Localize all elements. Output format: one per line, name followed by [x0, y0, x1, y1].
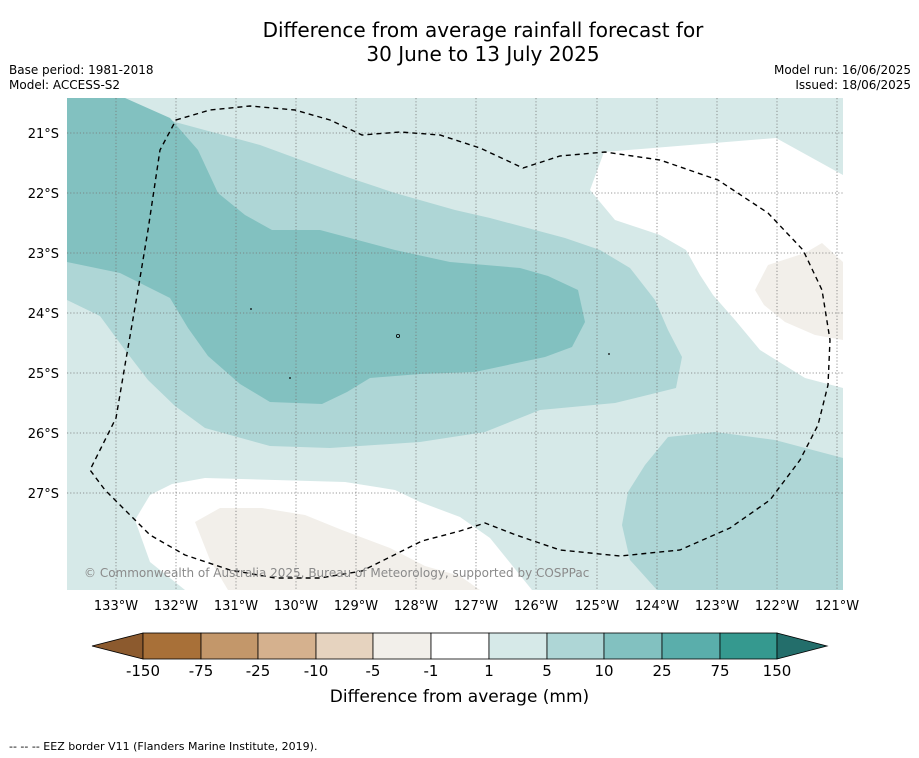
colorbar-segment — [546, 632, 605, 660]
meta-right: Model run: 16/06/2025 Issued: 18/06/2025 — [774, 63, 911, 93]
colorbar: -150 -75 -25 -10 -5 -1 1 5 10 25 75 150 — [91, 632, 829, 680]
island-marker — [289, 377, 291, 379]
colorbar-segment — [142, 632, 202, 660]
lon-label: 133°W — [94, 599, 138, 614]
lon-label: 127°W — [454, 599, 498, 614]
longitude-labels: 133°W 132°W 131°W 130°W 129°W 128°W 127°… — [94, 599, 859, 614]
copyright-text: © Commonwealth of Australia 2025, Bureau… — [84, 566, 589, 580]
issued-date: Issued: 18/06/2025 — [795, 78, 911, 92]
colorbar-segment — [315, 632, 374, 660]
lon-label: 131°W — [214, 599, 258, 614]
contour-wetter-10-25 — [67, 98, 585, 404]
colorbar-arrow-left — [91, 632, 144, 660]
eez-footnote: -- -- -- EEZ border V11 (Flanders Marine… — [9, 740, 318, 753]
colorbar-tick-label: 150 — [763, 662, 792, 680]
colorbar-arrow-right — [776, 632, 829, 660]
latitude-labels: 21°S 22°S 23°S 24°S 25°S 26°S 27°S — [28, 127, 59, 502]
colorbar-tick-label: 25 — [652, 662, 671, 680]
island-marker — [395, 333, 400, 338]
colorbar-segment — [488, 632, 548, 660]
island-marker — [608, 353, 610, 355]
colorbar-tick-label: 10 — [594, 662, 613, 680]
title-line-1: Difference from average rainfall forecas… — [262, 18, 704, 42]
lat-label: 25°S — [28, 367, 59, 382]
lat-label: 24°S — [28, 307, 59, 322]
model-name: Model: ACCESS-S2 — [9, 78, 121, 92]
model-run: Model run: 16/06/2025 — [773, 63, 911, 77]
contour-drier-sw — [195, 508, 480, 590]
colorbar-title: Difference from average (mm) — [329, 687, 590, 707]
lon-label: 121°W — [815, 599, 859, 614]
meta-left: Base period: 1981-2018 Model: ACCESS-S2 — [9, 63, 154, 93]
colorbar-segment — [372, 632, 432, 660]
colorbar-segment — [430, 632, 490, 660]
lat-label: 26°S — [28, 427, 59, 442]
lon-label: 132°W — [154, 599, 198, 614]
colorbar-tick-label: 1 — [484, 662, 494, 680]
lon-label: 128°W — [394, 599, 438, 614]
contour-near-average-ne — [590, 138, 843, 388]
lon-label: 122°W — [755, 599, 799, 614]
colorbar-tick-label: 75 — [710, 662, 729, 680]
base-period: Base period: 1981-2018 — [9, 63, 154, 77]
colorbar-segment — [661, 632, 721, 660]
colorbar-segment — [200, 632, 259, 660]
eez-border — [89, 105, 831, 579]
colorbar-segment — [603, 632, 663, 660]
lat-label: 27°S — [28, 487, 59, 502]
island-marker — [250, 308, 252, 310]
lat-label: 23°S — [28, 247, 59, 262]
lon-label: 129°W — [334, 599, 378, 614]
colorbar-tick-label: 5 — [542, 662, 552, 680]
colorbar-tick-label: -25 — [246, 662, 271, 680]
colorbar-segment — [719, 632, 778, 660]
colorbar-tick-label: -150 — [126, 662, 160, 680]
lon-label: 125°W — [575, 599, 619, 614]
map-area: © Commonwealth of Australia 2025, Bureau… — [67, 98, 843, 590]
lon-label: 123°W — [695, 599, 739, 614]
graticule — [67, 98, 843, 590]
lon-label: 126°W — [514, 599, 558, 614]
colorbar-tick-label: -75 — [189, 662, 214, 680]
contour-wetter-se — [622, 432, 843, 590]
colorbar-tick-label: -1 — [424, 662, 439, 680]
title-line-2: 30 June to 13 July 2025 — [366, 42, 600, 66]
lat-label: 21°S — [28, 127, 59, 142]
colorbar-segment — [257, 632, 317, 660]
contour-drier-e — [755, 243, 843, 340]
colorbar-tick-label: -5 — [366, 662, 381, 680]
colorbar-tick-label: -10 — [304, 662, 329, 680]
lat-label: 22°S — [28, 187, 59, 202]
lon-label: 130°W — [274, 599, 318, 614]
map-title: Difference from average rainfall forecas… — [0, 18, 919, 66]
lon-label: 124°W — [635, 599, 679, 614]
